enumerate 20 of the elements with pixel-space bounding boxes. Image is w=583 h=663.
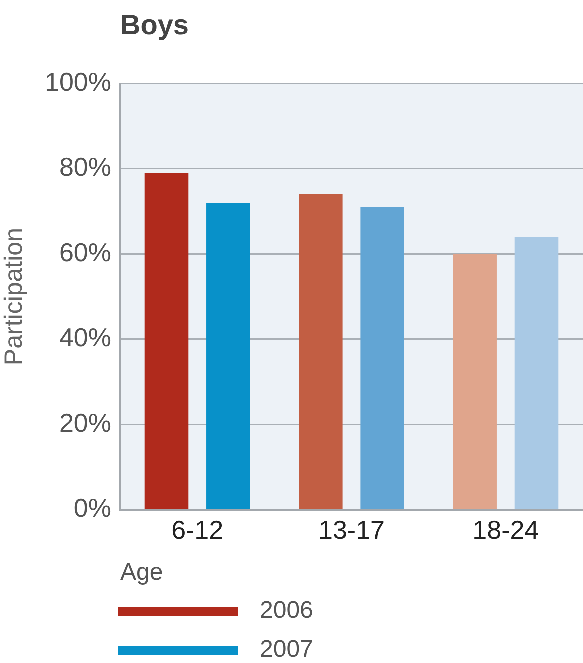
bar	[514, 237, 559, 510]
x-tick-label: 13-17	[318, 514, 385, 545]
y-tick-label: 80%	[59, 152, 112, 182]
y-tick-label: 60%	[59, 237, 112, 268]
bar	[453, 254, 497, 510]
legend-label: 2007	[260, 636, 314, 663]
y-tick-label: 100%	[45, 66, 112, 97]
bar	[144, 173, 189, 510]
y-tick-label: 20%	[59, 408, 112, 438]
y-tick-label: 40%	[59, 322, 112, 353]
chart-title: Boys	[120, 10, 189, 41]
legend-label: 2006	[260, 597, 314, 624]
x-axis-title: Age	[120, 559, 164, 586]
bar	[360, 207, 404, 510]
y-axis-title: Participation	[0, 228, 28, 366]
bar	[206, 202, 250, 510]
y-tick-label: 0%	[74, 493, 112, 524]
x-tick-label: 18-24	[472, 514, 540, 545]
x-tick-label: 6-12	[172, 514, 224, 545]
bar	[299, 194, 343, 510]
